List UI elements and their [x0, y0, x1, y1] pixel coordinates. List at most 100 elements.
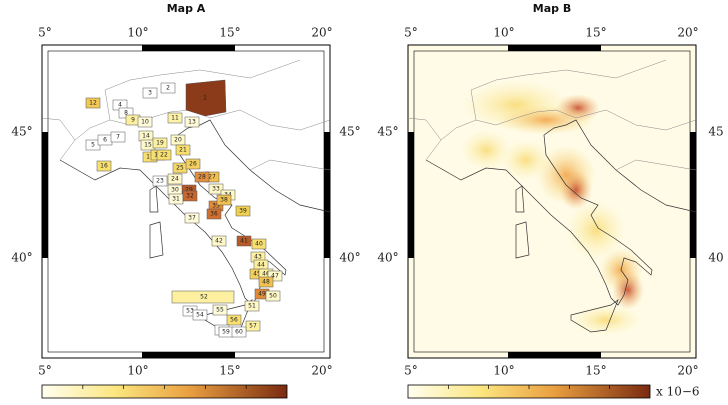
zone-label: 16	[100, 163, 108, 170]
seismic-zone	[244, 300, 260, 312]
lat-label-right: 45	[708, 125, 723, 139]
seismic-zone	[185, 158, 201, 170]
zone-label: 45	[253, 271, 261, 278]
frame-bar	[408, 132, 414, 258]
zone-label: 28	[198, 174, 206, 181]
hazard-blob	[501, 140, 551, 180]
zone-label: 36	[210, 211, 218, 218]
seismic-zone	[152, 175, 168, 187]
lon-label-top: 5°	[38, 26, 52, 40]
frame-bar	[142, 45, 235, 51]
zone-label: 20	[174, 137, 182, 144]
lon-label-top: 5°	[404, 26, 418, 40]
island	[515, 185, 525, 213]
zone-label: 57	[249, 323, 257, 330]
coastline	[425, 119, 697, 306]
zone-label: 35	[212, 203, 220, 210]
zone-label: 32	[186, 193, 194, 200]
border	[407, 59, 697, 171]
seismic-zone	[156, 149, 172, 161]
seismic-zone	[211, 235, 227, 247]
zone-label: 54	[196, 312, 204, 319]
seismic-zone	[182, 190, 198, 202]
frame-bar	[324, 132, 330, 258]
seismic-zone	[96, 160, 112, 172]
seismic-zone	[152, 137, 168, 149]
zone-label: 24	[171, 176, 179, 183]
zone-label: 29	[185, 187, 193, 194]
zone-label: 52	[200, 294, 208, 301]
map-panel: Map B 5° 5° 10° 10° 15° 15° 20° 20° 45° 45 40° 40 x 1…	[377, 2, 723, 399]
zone-label: 33	[212, 186, 220, 193]
lon-label-bottom: 5°	[404, 364, 418, 378]
zone-label: 22	[160, 152, 168, 159]
zone-label: 47	[271, 273, 279, 280]
colorbar-unit: x 10−6	[656, 385, 700, 399]
coastline	[59, 119, 331, 306]
map-title: Map B	[533, 2, 571, 15]
seismic-zone	[206, 208, 222, 220]
zone-label: 17	[146, 154, 154, 161]
lon-label-bottom: 20°	[311, 364, 332, 378]
seismic-zone	[194, 171, 210, 183]
hazard-blob	[566, 200, 626, 260]
hazard-blob	[496, 105, 596, 135]
island	[149, 221, 164, 259]
zone-label: 9	[131, 117, 135, 124]
zone-label: 7	[116, 134, 120, 141]
zone-label: 12	[89, 100, 97, 107]
island	[570, 299, 619, 333]
hazard-blob	[560, 170, 592, 210]
seismic-zone	[185, 79, 227, 117]
seismic-zone	[184, 212, 200, 224]
seismic-zone	[184, 116, 200, 128]
zone-label: 46	[262, 271, 270, 278]
seismic-zone	[110, 131, 126, 143]
lon-label-top: 20°	[677, 26, 698, 40]
lon-label-top: 20°	[311, 26, 332, 40]
zone-label: 41	[240, 238, 248, 245]
zone-label: 40	[255, 241, 263, 248]
frame-bar	[508, 352, 601, 358]
zone-label: 43	[254, 254, 262, 261]
zone-label: 44	[257, 262, 265, 269]
zone-label: 15	[144, 142, 152, 149]
lat-label-right: 45°	[339, 125, 360, 139]
hazard-blob	[461, 130, 511, 170]
seismic-zone	[192, 309, 208, 321]
zone-label: 14	[142, 133, 150, 140]
lon-label-bottom: 5°	[38, 364, 52, 378]
seismic-zone	[231, 326, 247, 338]
lon-label-bottom: 15°	[585, 364, 606, 378]
zone-label: 53	[186, 308, 194, 315]
zone-label: 30	[171, 187, 179, 194]
seismic-zone	[142, 87, 158, 99]
lat-label-right: 40	[708, 251, 723, 265]
lat-label-left: 40°	[377, 251, 398, 265]
zone-label: 13	[188, 119, 196, 126]
zone-label: 19	[156, 140, 164, 147]
lat-label-right: 40°	[339, 251, 360, 265]
zone-label: 2	[166, 85, 170, 92]
zone-label: 56	[230, 317, 238, 324]
zone-label: 37	[188, 215, 196, 222]
lat-label-left: 45°	[11, 125, 32, 139]
zone-label: 55	[216, 307, 224, 314]
lon-label-bottom: 15°	[219, 364, 240, 378]
seismic-zone	[208, 183, 224, 195]
zone-label: 50	[269, 293, 277, 300]
seismic-zone	[265, 290, 281, 302]
zone-label: 27	[208, 174, 216, 181]
zone-label: 59	[222, 329, 230, 336]
lat-label-left: 40°	[11, 251, 32, 265]
seismic-zone	[212, 304, 228, 316]
map-panel: Map A 5° 5° 10° 10° 15° 15° 20° 20° 45° 45° 40° 40°	[11, 2, 361, 399]
zone-label: 60	[235, 329, 243, 336]
map-title: Map A	[167, 2, 206, 15]
zone-label: 4	[118, 102, 122, 109]
zone-label: 11	[171, 115, 179, 122]
frame-bar	[142, 352, 235, 358]
seismic-zone	[235, 205, 251, 217]
zone-label: 48	[262, 279, 270, 286]
